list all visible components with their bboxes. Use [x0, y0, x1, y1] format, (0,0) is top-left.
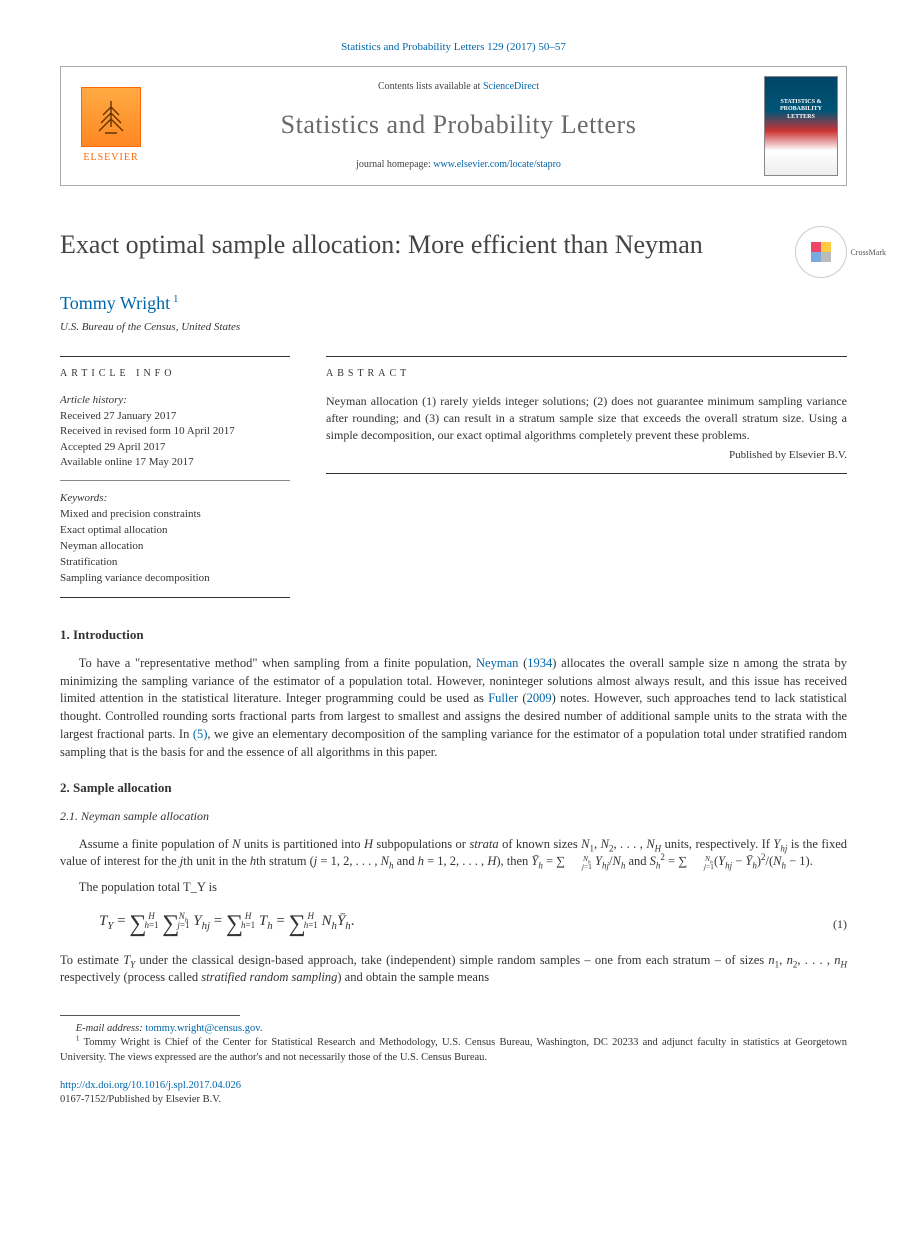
- abstract-body: Neyman allocation (1) rarely yields inte…: [326, 394, 847, 442]
- keywords-block: Keywords: Mixed and precision constraint…: [60, 491, 290, 598]
- section-1-heading: 1. Introduction: [60, 626, 847, 645]
- author-name-text: Tommy Wright: [60, 293, 170, 313]
- ref-fuller-year-link[interactable]: 2009: [527, 691, 552, 705]
- ref-neyman-year-link[interactable]: 1934: [527, 656, 552, 670]
- publisher-logo-cell: ELSEVIER: [61, 67, 161, 185]
- equation-1: TY = ∑Hh=1 ∑Nhj=1 Yhj = ∑Hh=1 Th = ∑Hh=1…: [99, 907, 847, 942]
- author-footnote-ref-num: 1: [173, 293, 179, 305]
- keyword-item: Stratification: [60, 555, 290, 571]
- section-introduction: 1. Introduction To have a "representativ…: [60, 626, 847, 761]
- page-header-citation: Statistics and Probability Letters 129 (…: [60, 40, 847, 56]
- contents-prefix: Contents lists available at: [378, 81, 483, 92]
- crossmark-badge[interactable]: CrossMark: [795, 226, 847, 278]
- section-2-1-heading: 2.1. Neyman sample allocation: [60, 808, 847, 825]
- contents-available-line: Contents lists available at ScienceDirec…: [378, 80, 539, 95]
- journal-homepage-line: journal homepage: www.elsevier.com/locat…: [356, 158, 561, 173]
- doi-link[interactable]: http://dx.doi.org/10.1016/j.spl.2017.04.…: [60, 1080, 241, 1091]
- journal-homepage-link[interactable]: www.elsevier.com/locate/stapro: [433, 159, 561, 170]
- sec2-para1: Assume a finite population of N units is…: [60, 836, 847, 872]
- journal-name: Statistics and Probability Letters: [281, 106, 637, 144]
- intro-paragraph: To have a "representative method" when s…: [60, 655, 847, 762]
- intro-text: (: [518, 691, 527, 705]
- email-suffix: .: [260, 1023, 263, 1034]
- abstract-text: Neyman allocation (1) rarely yields inte…: [326, 393, 847, 474]
- sec2-para2: The population total T_Y is: [60, 879, 847, 897]
- keyword-item: Exact optimal allocation: [60, 523, 290, 539]
- elsevier-logo-icon: [81, 87, 141, 147]
- abstract-heading: abstract: [326, 356, 847, 382]
- history-received: Received 27 January 2017: [60, 409, 290, 424]
- sec2-para3: To estimate TY under the classical desig…: [60, 952, 847, 988]
- intro-text: To have a "representative method" when s…: [79, 656, 476, 670]
- email-label: E-mail address:: [76, 1023, 146, 1034]
- crossmark-label: CrossMark: [850, 247, 886, 259]
- article-history-heading: Article history:: [60, 393, 290, 408]
- published-by: Published by Elsevier B.V.: [326, 448, 847, 463]
- author-affiliation: U.S. Bureau of the Census, United States: [60, 320, 847, 336]
- ref-eq5-link[interactable]: (5): [193, 727, 208, 741]
- equation-1-number: (1): [807, 916, 847, 933]
- keyword-item: Neyman allocation: [60, 539, 290, 555]
- article-history-block: Article history: Received 27 January 201…: [60, 393, 290, 481]
- author-footnote-ref[interactable]: 1: [170, 293, 178, 305]
- issn-line: 0167-7152/Published by Elsevier B.V.: [60, 1094, 221, 1105]
- article-title: Exact optimal sample allocation: More ef…: [60, 226, 775, 264]
- section-sample-allocation: 2. Sample allocation 2.1. Neyman sample …: [60, 779, 847, 987]
- journal-header-box: ELSEVIER Contents lists available at Sci…: [60, 66, 847, 186]
- equation-1-body: TY = ∑Hh=1 ∑Nhj=1 Yhj = ∑Hh=1 Th = ∑Hh=1…: [99, 907, 807, 942]
- publisher-logo-text: ELSEVIER: [83, 151, 138, 166]
- keywords-heading: Keywords:: [60, 491, 290, 507]
- journal-cover-thumbnail: STATISTICS & PROBABILITY LETTERS: [764, 76, 838, 176]
- journal-cover-title: STATISTICS & PROBABILITY LETTERS: [769, 99, 833, 122]
- abstract-column: abstract Neyman allocation (1) rarely yi…: [326, 356, 847, 598]
- intro-text: (: [518, 656, 527, 670]
- footnote-1-text: Tommy Wright is Chief of the Center for …: [60, 1037, 847, 1062]
- keyword-item: Mixed and precision constraints: [60, 507, 290, 523]
- author-email-link[interactable]: tommy.wright@census.gov: [145, 1023, 259, 1034]
- article-info-column: article info Article history: Received 2…: [60, 356, 290, 598]
- footnote-rule: [60, 1015, 240, 1016]
- ref-neyman-link[interactable]: Neyman: [476, 656, 518, 670]
- footnote-author-note: 1 Tommy Wright is Chief of the Center fo…: [60, 1036, 847, 1064]
- author-name[interactable]: Tommy Wright 1: [60, 290, 847, 316]
- article-info-heading: article info: [60, 356, 290, 382]
- doi-block: http://dx.doi.org/10.1016/j.spl.2017.04.…: [60, 1079, 847, 1107]
- history-accepted: Accepted 29 April 2017: [60, 440, 290, 455]
- footnote-ref-1: 1: [76, 1034, 80, 1043]
- keyword-item: Sampling variance decomposition: [60, 571, 290, 587]
- footnote-email: E-mail address: tommy.wright@census.gov.: [60, 1022, 847, 1036]
- journal-header-center: Contents lists available at ScienceDirec…: [161, 67, 756, 185]
- ref-fuller-link[interactable]: Fuller: [488, 691, 518, 705]
- section-2-heading: 2. Sample allocation: [60, 779, 847, 798]
- journal-cover-cell: STATISTICS & PROBABILITY LETTERS: [756, 67, 846, 185]
- history-online: Available online 17 May 2017: [60, 455, 290, 470]
- homepage-prefix: journal homepage:: [356, 159, 433, 170]
- history-revised: Received in revised form 10 April 2017: [60, 424, 290, 439]
- sciencedirect-link[interactable]: ScienceDirect: [483, 81, 539, 92]
